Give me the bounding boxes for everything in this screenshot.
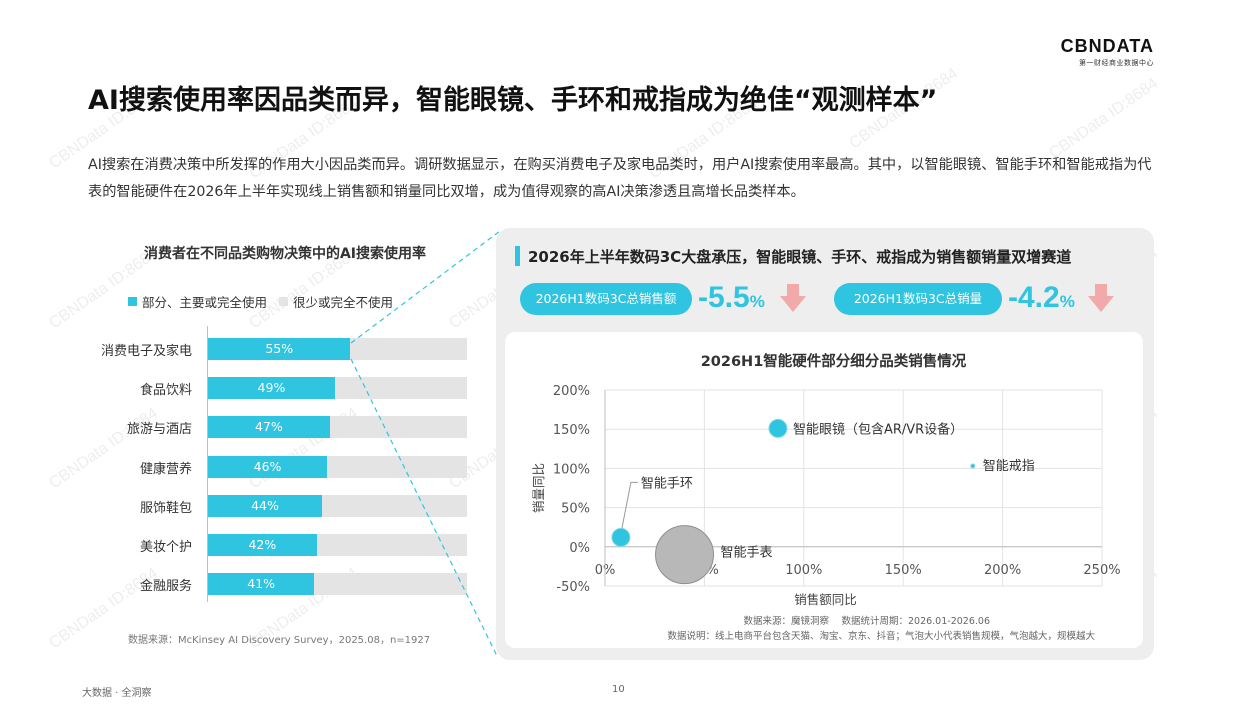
heading-accent-bar xyxy=(515,246,520,266)
kpi-sales-value: -5.5% xyxy=(698,281,765,315)
legend-swatch-unused xyxy=(279,297,289,306)
kpi-sales-label: 2026H1数码3C总销售额 xyxy=(520,283,692,315)
brand-logo: CBNDATA 第一财经商业数据中心 xyxy=(1061,36,1154,68)
right-panel-heading: 2026年上半年数码3C大盘承压，智能眼镜、手环、戒指成为销售额销量双增赛道 xyxy=(515,245,1071,267)
page-title: AI搜索使用率因品类而异，智能眼镜、手环和戒指成为绝佳“观测样本” xyxy=(88,85,938,116)
kpi-volume-unit: % xyxy=(1059,292,1075,311)
bar-value: 44% xyxy=(208,494,322,517)
scatter-card xyxy=(505,332,1143,648)
bar-track: 41% xyxy=(208,573,467,596)
bar-track: 49% xyxy=(208,377,467,400)
bar-value: 41% xyxy=(208,573,315,596)
logo-brand: CBNDATA xyxy=(1060,36,1154,56)
scatter-point-label: 智能戒指 xyxy=(983,459,1035,474)
scatter-point-label: 智能手环 xyxy=(641,476,693,491)
down-arrow-icon xyxy=(780,284,806,312)
connector-line-bottom xyxy=(350,358,499,659)
bar-value: 47% xyxy=(208,416,330,439)
scatter-y-tick: 100% xyxy=(553,462,590,477)
bar-category-label: 消费电子及家电 xyxy=(100,344,192,359)
scatter-chart: 2026H1智能硬件部分细分品类销售情况 0% 50% 100% 150% 200% 250… xyxy=(531,352,1121,642)
left-chart-title: 消费者在不同品类购物决策中的AI搜索使用率 xyxy=(143,246,427,262)
bar-category-label: 服饰鞋包 xyxy=(139,500,192,516)
scatter-title: 2026H1智能硬件部分细分品类销售情况 xyxy=(701,352,967,370)
left-chart-source: 数据来源：McKinsey AI Discovery Survey，2025.0… xyxy=(128,635,431,646)
scatter-bubble xyxy=(970,463,976,469)
legend-label-unused: 很少或完全不使用 xyxy=(293,295,394,310)
bar-value: 49% xyxy=(208,377,335,400)
right-panel-heading-text: 2026年上半年数码3C大盘承压，智能眼镜、手环、戒指成为销售额销量双增赛道 xyxy=(528,247,1072,266)
scatter-y-tick: -50% xyxy=(556,580,590,595)
kpi-sales-number: -5.5 xyxy=(698,281,750,314)
legend-label-used: 部分、主要或完全使用 xyxy=(142,295,268,310)
kpi-volume-number: -4.2 xyxy=(1008,281,1060,314)
scatter-x-tick: 200% xyxy=(984,563,1021,578)
intro-paragraph: AI搜索在消费决策中所发挥的作用大小因品类而异。调研数据显示，在购买消费电子及家… xyxy=(88,157,1152,200)
scatter-y-label: 销量同比 xyxy=(531,463,546,513)
scatter-y-tick: 150% xyxy=(553,423,590,438)
bar-track: 44% xyxy=(208,494,467,517)
bar-track: 46% xyxy=(208,455,467,478)
kpi-volume-label: 2026H1数码3C总销量 xyxy=(834,283,1002,315)
bar-track: 42% xyxy=(208,534,467,556)
bar-value: 46% xyxy=(208,455,328,478)
scatter-y-tick: 200% xyxy=(553,384,590,399)
scatter-x-tick: 100% xyxy=(785,563,822,578)
bar-category-label: 旅游与酒店 xyxy=(126,422,192,438)
scatter-bubble xyxy=(611,527,631,547)
scatter-point-label: 智能手表 xyxy=(721,546,773,561)
scatter-point-label: 智能眼镜（包含AR/VR设备） xyxy=(793,421,963,437)
bar-category-label: 美妆个护 xyxy=(139,540,192,555)
bar-value: 55% xyxy=(208,338,351,360)
kpi-volume-value: -4.2% xyxy=(1008,281,1075,315)
scatter-source: 数据来源：魔镜洞察 数据统计周期：2026.01-2026.06 xyxy=(743,615,990,627)
scatter-x-tick: 250% xyxy=(1083,563,1120,578)
bar-category-label: 健康营养 xyxy=(139,461,192,477)
kpi-sales-unit: % xyxy=(749,292,765,311)
scatter-bubble xyxy=(768,418,788,438)
scatter-x-label: 销售额同比 xyxy=(794,592,857,607)
bar-chart-axis xyxy=(207,326,208,602)
logo-subtitle: 第一财经商业数据中心 xyxy=(1079,59,1154,67)
scatter-y-tick: 0% xyxy=(569,541,590,556)
legend-swatch-used xyxy=(128,297,137,306)
left-chart-legend: 部分、主要或完全使用 很少或完全不使用 xyxy=(128,292,393,311)
footer-tagline: 大数据 · 全洞察 xyxy=(82,688,152,699)
down-arrow-icon xyxy=(1088,284,1114,312)
scatter-leader-line xyxy=(621,481,638,529)
bar-category-label: 金融服务 xyxy=(139,579,192,595)
scatter-source-note: 数据说明：线上电商平台包含天猫、淘宝、京东、抖音；气泡大小代表销售规模，气泡越大… xyxy=(667,630,1095,642)
scatter-x-tick: 150% xyxy=(885,563,922,578)
bar-track: 55% xyxy=(208,338,467,360)
bar-track: 47% xyxy=(208,416,467,439)
bar-value: 42% xyxy=(208,534,317,556)
page-number: 10 xyxy=(612,684,625,695)
bar-category-label: 食品饮料 xyxy=(139,383,192,399)
scatter-bubble xyxy=(655,525,715,585)
scatter-y-tick: 50% xyxy=(561,502,590,517)
connector-line-top xyxy=(350,230,501,344)
